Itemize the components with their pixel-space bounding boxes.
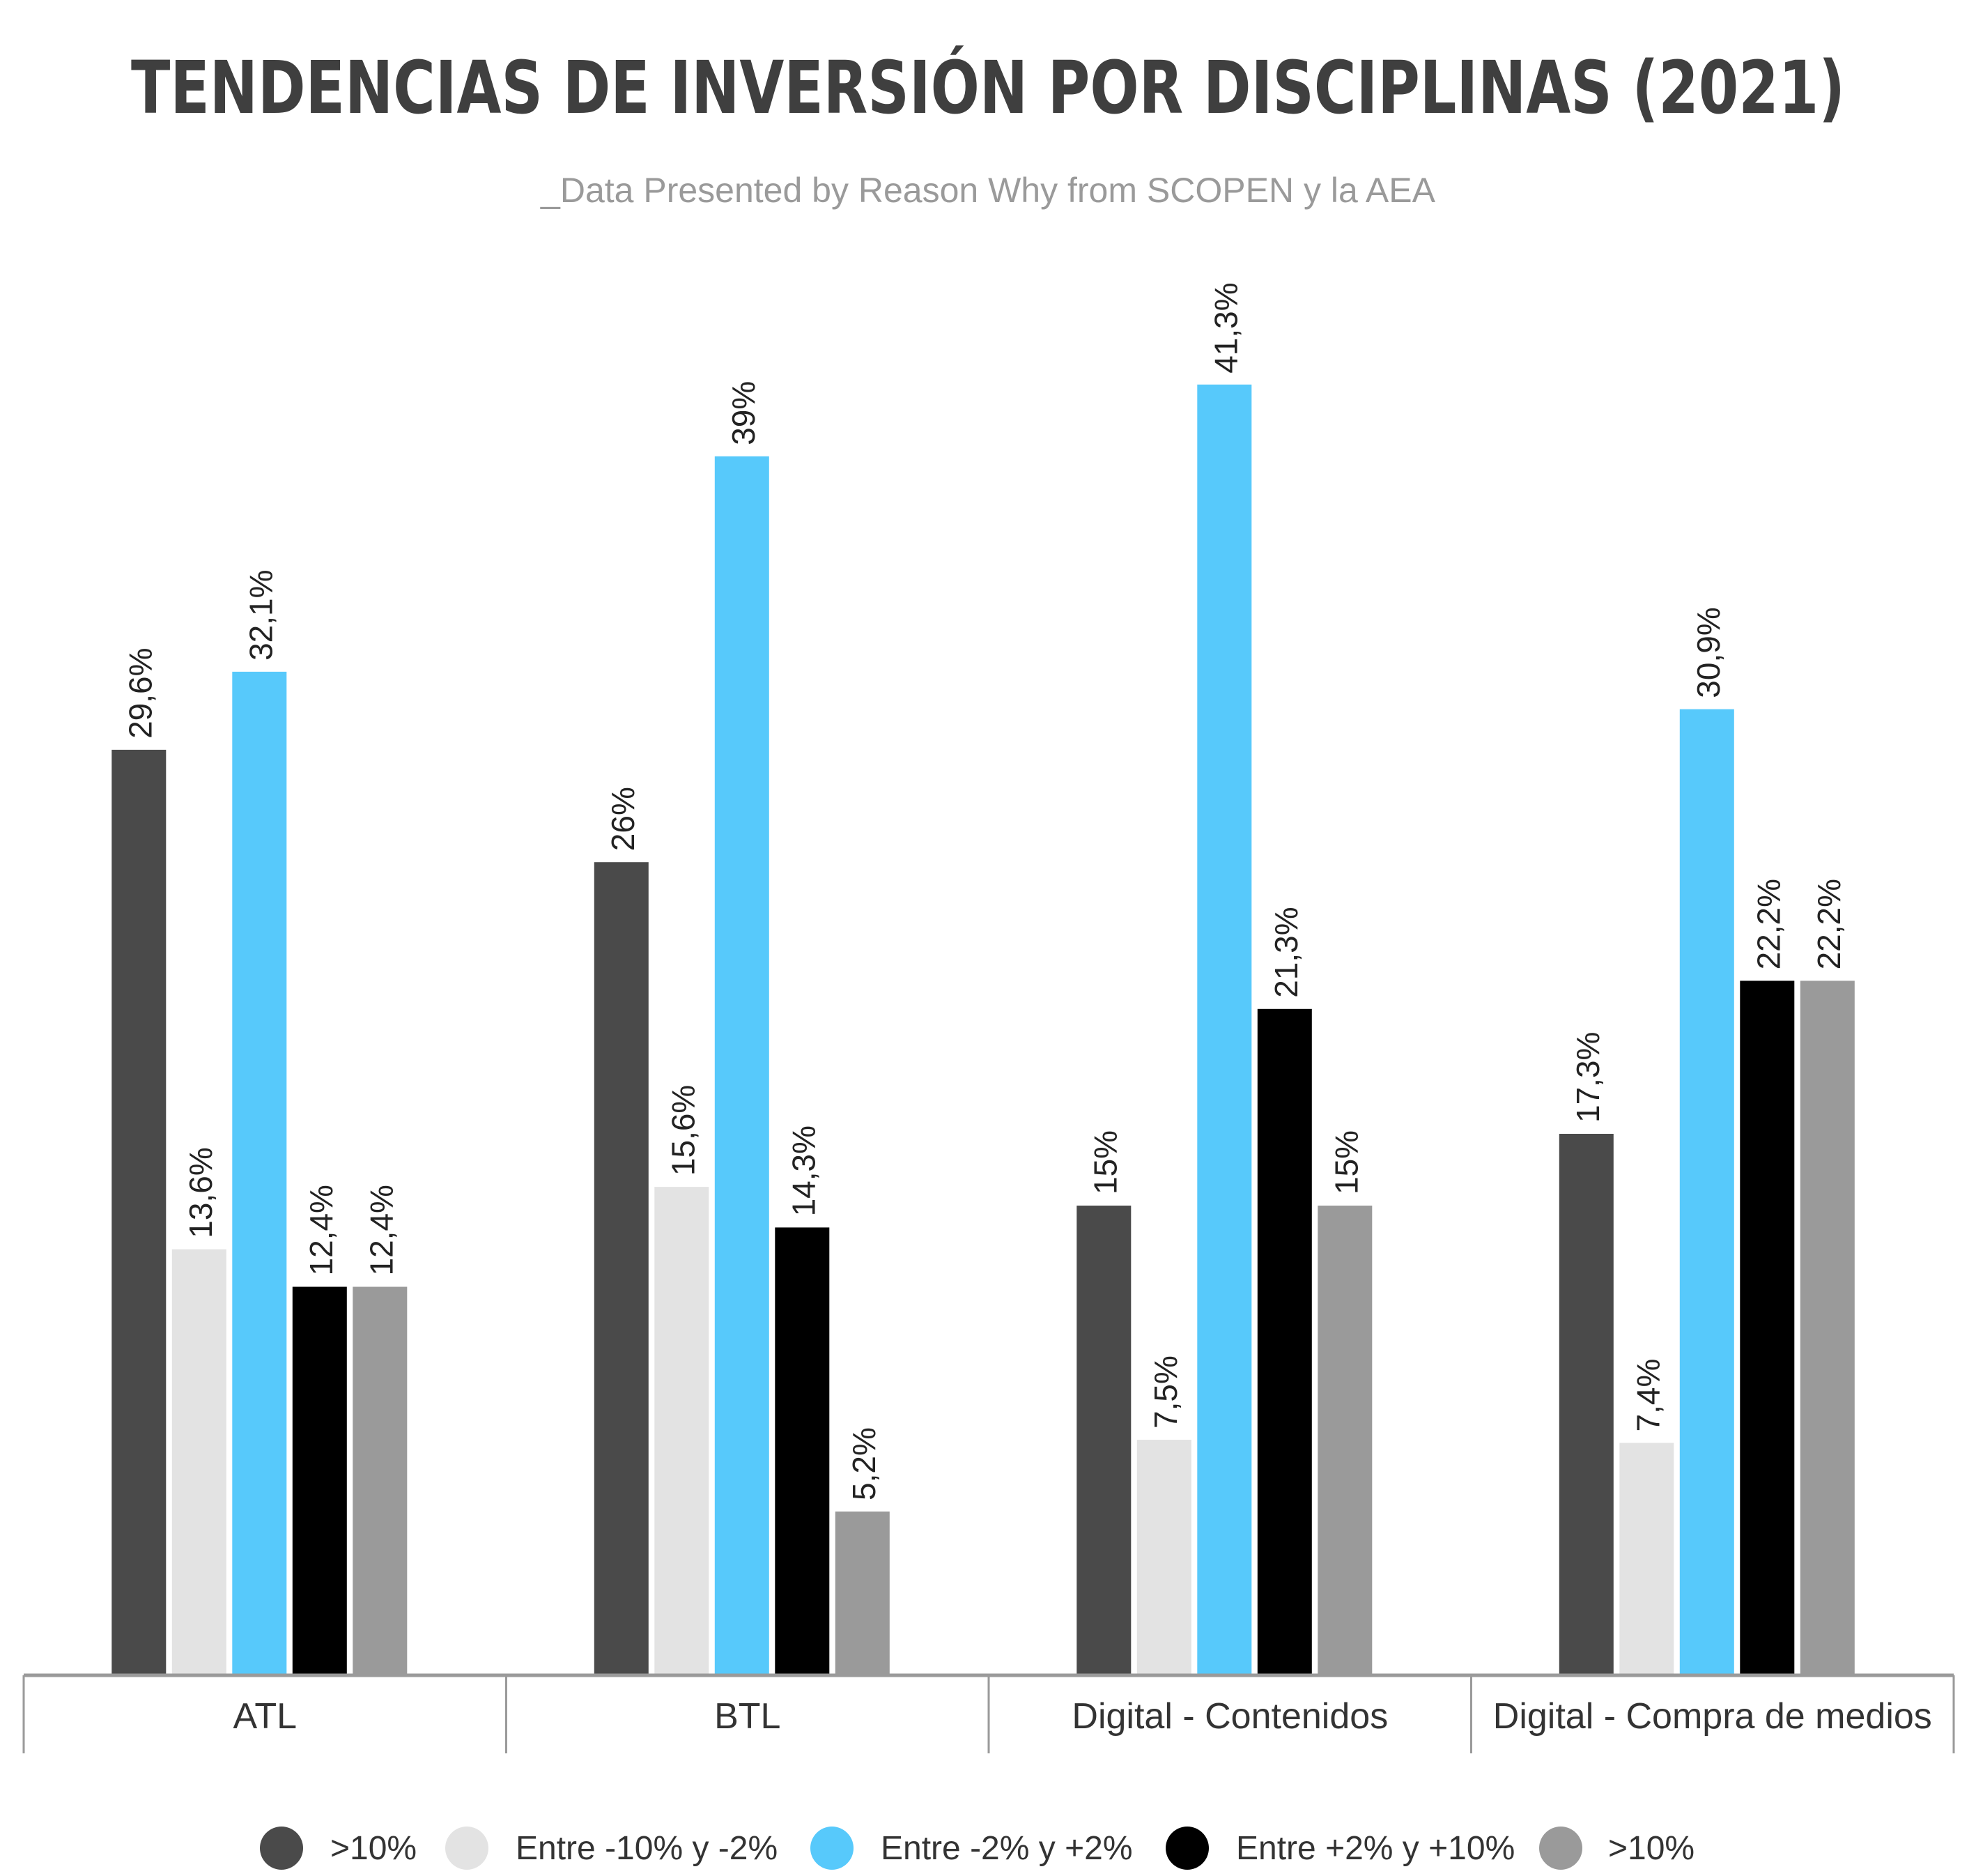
legend-swatch-3 — [810, 1827, 854, 1870]
bar-atl-series-2 — [171, 1249, 226, 1674]
value-label-atl-series-1: 29,6% — [122, 647, 158, 738]
value-label-digital-contenidos-series-3: 41,3% — [1207, 282, 1244, 373]
value-label-digital-compra-de-medios-series-2: 7,4% — [1630, 1359, 1666, 1432]
bar-btl-series-3 — [714, 456, 769, 1674]
value-label-atl-series-3: 32,1% — [242, 569, 279, 660]
legend-label-2: Entre -10% y -2% — [516, 1830, 778, 1867]
value-label-digital-contenidos-series-1: 15% — [1087, 1130, 1123, 1194]
x-axis: ATL BTL Digital - Contenidos Digital - Comp… — [22, 1673, 1955, 1753]
value-label-digital-compra-de-medios-series-1: 17,3% — [1570, 1032, 1606, 1123]
bar-digital-compra-de-medios-series-4 — [1740, 981, 1795, 1674]
value-label-atl-series-4: 12,4% — [303, 1185, 339, 1275]
legend-swatch-4 — [1166, 1827, 1209, 1870]
chart-subtitle: _Data Presented by Reason Why from SCOPE… — [540, 171, 1436, 210]
bar-digital-contenidos-series-3 — [1197, 384, 1252, 1674]
legend-swatch-1 — [260, 1827, 303, 1870]
value-label-btl-series-4: 14,3% — [785, 1125, 821, 1216]
bars-layer — [111, 384, 1855, 1675]
category-label-atl: ATL — [233, 1696, 298, 1737]
bar-digital-compra-de-medios-series-2 — [1619, 1443, 1674, 1674]
value-label-atl-series-5: 12,4% — [363, 1185, 399, 1275]
bar-atl-series-5 — [353, 1286, 408, 1674]
bar-digital-contenidos-series-2 — [1136, 1440, 1191, 1674]
value-label-atl-series-2: 13,6% — [183, 1147, 219, 1238]
bar-btl-series-2 — [654, 1187, 709, 1674]
legend-swatch-2 — [445, 1827, 488, 1870]
bar-btl-series-4 — [775, 1227, 830, 1674]
legend-swatch-5 — [1539, 1827, 1582, 1870]
value-label-digital-contenidos-series-4: 21,3% — [1268, 907, 1304, 997]
bar-digital-compra-de-medios-series-3 — [1679, 709, 1734, 1675]
bar-digital-contenidos-series-4 — [1257, 1008, 1312, 1674]
bar-btl-series-5 — [835, 1512, 890, 1674]
value-label-digital-contenidos-series-2: 7,5% — [1148, 1355, 1184, 1429]
value-label-btl-series-3: 39% — [725, 381, 762, 445]
value-label-digital-compra-de-medios-series-5: 22,2% — [1811, 879, 1847, 969]
bar-atl-series-3 — [232, 671, 287, 1674]
chart-title: TENDENCIAS DE INVERSIÓN POR DISCIPLINAS … — [131, 45, 1845, 130]
value-label-digital-compra-de-medios-series-3: 30,9% — [1690, 607, 1727, 698]
category-label-digital-contenidos: Digital - Contenidos — [1072, 1696, 1388, 1737]
value-labels-layer: 29,6% 13,6% 32,1% 12,4% 12,4% 26% 15,6% 39% 14,3… — [122, 282, 1847, 1500]
category-label-digital-compra-de-medios: Digital - Compra de medios — [1493, 1696, 1932, 1737]
bar-btl-series-1 — [594, 862, 649, 1674]
legend-label-4: Entre +2% y +10% — [1236, 1830, 1515, 1867]
value-label-digital-contenidos-series-5: 15% — [1328, 1130, 1364, 1194]
legend: >10% Entre -10% y -2% Entre -2% y +2% Entre… — [260, 1827, 1695, 1870]
bar-digital-contenidos-series-1 — [1076, 1206, 1132, 1674]
value-label-btl-series-5: 5,2% — [846, 1427, 882, 1500]
value-label-digital-compra-de-medios-series-4: 22,2% — [1750, 879, 1786, 969]
legend-label-1: >10% — [330, 1830, 417, 1867]
value-label-btl-series-2: 15,6% — [665, 1085, 701, 1176]
legend-label-3: Entre -2% y +2% — [881, 1830, 1133, 1867]
legend-label-5: >10% — [1608, 1830, 1695, 1867]
bar-atl-series-1 — [111, 749, 167, 1674]
bar-digital-contenidos-series-5 — [1318, 1206, 1373, 1674]
bar-digital-compra-de-medios-series-1 — [1559, 1134, 1614, 1674]
bar-digital-compra-de-medios-series-5 — [1800, 981, 1855, 1674]
category-label-btl: BTL — [714, 1696, 780, 1737]
value-label-btl-series-1: 26% — [605, 787, 641, 851]
bar-atl-series-4 — [292, 1286, 347, 1674]
